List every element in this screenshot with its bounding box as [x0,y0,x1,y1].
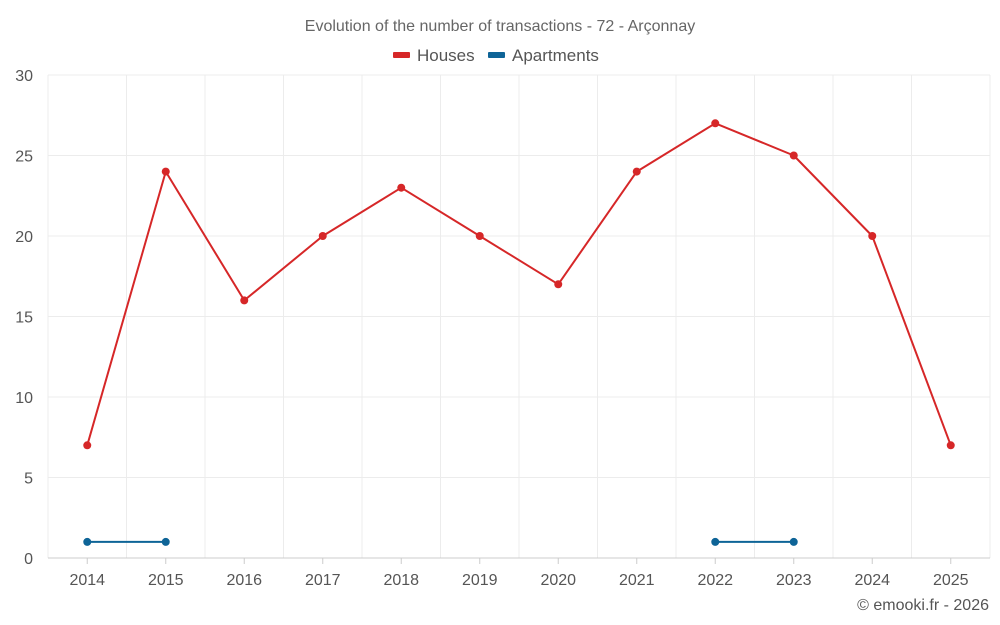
data-point-houses-2018 [397,183,406,192]
x-tick-label-2018: 2018 [383,572,419,589]
y-tick-label-5: 5 [24,471,33,488]
x-tick-label-2019: 2019 [462,572,498,589]
data-point-houses-2024 [868,232,877,240]
grid [47,74,991,558]
data-point-houses-2023 [789,151,798,160]
x-tick-label-2025: 2025 [933,572,969,589]
y-tick-label-15: 15 [15,310,33,327]
series-line-houses-0 [86,122,952,446]
data-point-apartments-2023 [789,537,798,546]
data-point-houses-2022 [711,119,720,128]
data-point-apartments-2015 [161,537,170,546]
data-point-houses-2019 [475,232,484,240]
x-tick-label-2021: 2021 [619,572,655,589]
y-tick-label-30: 30 [15,68,33,85]
y-tick-label-10: 10 [15,390,33,407]
x-tick-label-2014: 2014 [69,572,105,589]
data-point-houses-2014 [83,441,92,450]
chart-title: Evolution of the number of transactions … [305,18,695,35]
credit-text: © emooki.fr - 2026 [857,597,989,614]
y-tick-label-25: 25 [15,149,33,166]
series-apartments [83,537,798,546]
y-tick-label-0: 0 [24,551,33,568]
data-point-apartments-2014 [83,537,92,546]
data-point-houses-2017 [318,232,327,240]
x-tick-label-2020: 2020 [540,572,576,589]
x-tick-label-2017: 2017 [305,572,341,589]
series [83,119,955,546]
x-tick-label-2015: 2015 [148,572,184,589]
legend-swatch-houses [393,52,410,58]
series-houses [83,119,955,450]
x-tick-label-2023: 2023 [776,572,812,589]
x-tick-label-2022: 2022 [697,572,733,589]
data-point-apartments-2022 [711,537,720,546]
data-point-houses-2015 [161,167,170,176]
legend-label-houses[interactable]: Houses [417,46,475,65]
data-point-houses-2020 [554,280,563,289]
x-tick-label-2024: 2024 [854,572,890,589]
data-point-houses-2016 [240,296,249,305]
legend-label-apartments[interactable]: Apartments [512,46,599,65]
y-tick-label-20: 20 [15,229,33,246]
data-point-houses-2025 [946,441,955,450]
legend: Houses Apartments [393,46,599,65]
data-point-houses-2021 [632,167,641,176]
legend-swatch-apartments [488,52,505,58]
x-tick-label-2016: 2016 [226,572,262,589]
